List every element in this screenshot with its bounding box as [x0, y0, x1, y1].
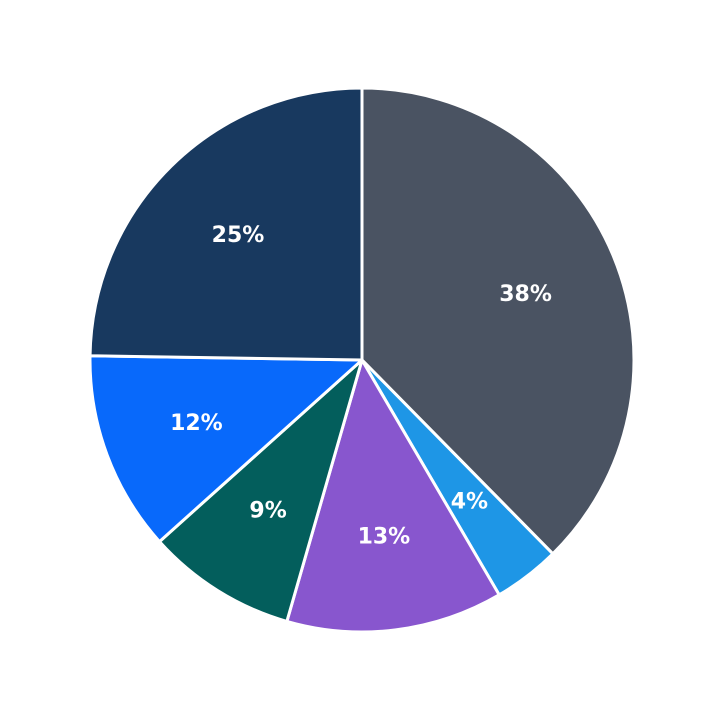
pie-slice-label-3: 9% — [249, 499, 286, 524]
pie-slice-3 — [157, 358, 364, 623]
pie-slice-label-4: 12% — [170, 411, 223, 436]
pie-slice-label-1: 4% — [451, 489, 488, 514]
pie-slice-5 — [88, 86, 364, 362]
pie-slice-label-0: 38% — [499, 282, 552, 307]
pie-slice-4 — [88, 354, 364, 544]
pie-slice-label-5: 25% — [212, 223, 265, 248]
pie-slice-0 — [360, 86, 636, 556]
pie-slice-2 — [285, 358, 501, 634]
pie-slice-label-2: 13% — [358, 524, 411, 549]
